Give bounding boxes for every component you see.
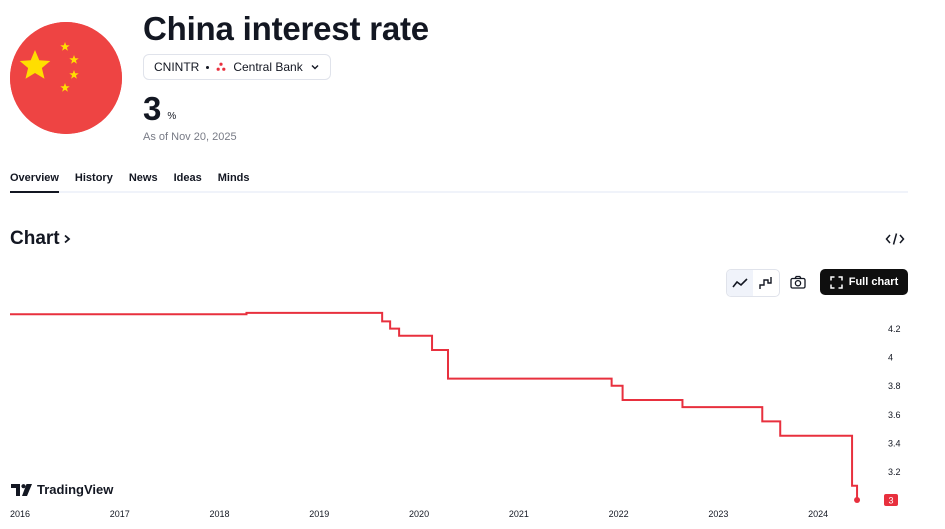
y-tick-label: 3.2 bbox=[888, 467, 901, 477]
full-chart-label: Full chart bbox=[848, 276, 899, 288]
y-tick-label: 4.2 bbox=[888, 324, 901, 334]
china-flag-icon bbox=[10, 22, 122, 134]
page-title: China interest rate bbox=[143, 10, 429, 47]
x-tick-label: 2018 bbox=[210, 509, 230, 519]
snapshot-button[interactable] bbox=[785, 269, 811, 295]
code-icon bbox=[885, 233, 905, 245]
tradingview-logo[interactable]: TradingView bbox=[11, 482, 113, 497]
tab-ideas[interactable]: Ideas bbox=[173, 172, 202, 184]
interest-rate-chart[interactable]: 3.2 3.4 3.6 3.8 4 4.2 2016 2017 2018 2019 2020 202… bbox=[0, 300, 945, 529]
y-tick-label: 4 bbox=[888, 353, 893, 363]
value-number: 3 bbox=[143, 90, 162, 127]
symbol-label: CNINTR bbox=[154, 60, 200, 74]
separator-dot bbox=[206, 65, 210, 69]
tradingview-logo-icon bbox=[11, 483, 32, 496]
line-chart-icon bbox=[732, 278, 748, 288]
chevron-down-icon bbox=[311, 65, 319, 70]
chart-style-toggle bbox=[726, 269, 780, 297]
tab-history[interactable]: History bbox=[74, 172, 113, 184]
x-tick-label: 2021 bbox=[509, 509, 529, 519]
y-tick-label: 3.6 bbox=[888, 410, 901, 420]
y-tick-label: 3.4 bbox=[888, 438, 901, 448]
x-tick-label: 2023 bbox=[708, 509, 728, 519]
x-tick-label: 2016 bbox=[10, 509, 30, 519]
tab-minds[interactable]: Minds bbox=[217, 172, 250, 184]
central-bank-icon bbox=[216, 62, 226, 71]
chevron-right-icon bbox=[64, 234, 70, 244]
x-tick-label: 2024 bbox=[808, 509, 828, 519]
tab-bar: Overview History News Ideas Minds bbox=[10, 172, 908, 193]
camera-icon bbox=[790, 275, 806, 289]
symbol-source-selector[interactable]: CNINTR Central Bank bbox=[143, 54, 331, 80]
series-line bbox=[10, 311, 859, 501]
embed-code-button[interactable] bbox=[884, 230, 906, 248]
x-tick-label: 2022 bbox=[609, 509, 629, 519]
source-label: Central Bank bbox=[233, 60, 303, 74]
tab-news[interactable]: News bbox=[128, 172, 158, 184]
chart-section-link[interactable]: Chart bbox=[10, 228, 72, 250]
x-tick-label: 2017 bbox=[110, 509, 130, 519]
x-axis: 2016 2017 2018 2019 2020 2021 2022 2023 2024 bbox=[10, 509, 828, 519]
step-line-icon bbox=[759, 277, 772, 289]
flag-big-star bbox=[19, 50, 51, 79]
chart-section-title: Chart bbox=[10, 228, 60, 249]
step-style-button[interactable] bbox=[753, 270, 779, 296]
y-axis: 3.2 3.4 3.6 3.8 4 4.2 bbox=[888, 324, 901, 477]
y-tick-label: 3.8 bbox=[888, 381, 901, 391]
full-chart-button[interactable]: Full chart bbox=[820, 269, 908, 295]
x-tick-label: 2020 bbox=[409, 509, 429, 519]
last-value-marker: 3 bbox=[854, 494, 898, 506]
fullscreen-icon bbox=[829, 275, 843, 289]
line-style-button[interactable] bbox=[727, 270, 753, 296]
as-of-date: As of Nov 20, 2025 bbox=[143, 131, 237, 143]
last-value-badge bbox=[884, 494, 898, 506]
current-value: 3 % bbox=[143, 92, 176, 126]
tab-overview[interactable]: Overview bbox=[10, 172, 59, 193]
x-tick-label: 2019 bbox=[309, 509, 329, 519]
value-unit: % bbox=[167, 111, 177, 122]
country-flag bbox=[10, 22, 122, 134]
last-point bbox=[854, 497, 861, 503]
tradingview-logo-text: TradingView bbox=[37, 482, 114, 497]
last-value-label: 3 bbox=[888, 496, 893, 506]
